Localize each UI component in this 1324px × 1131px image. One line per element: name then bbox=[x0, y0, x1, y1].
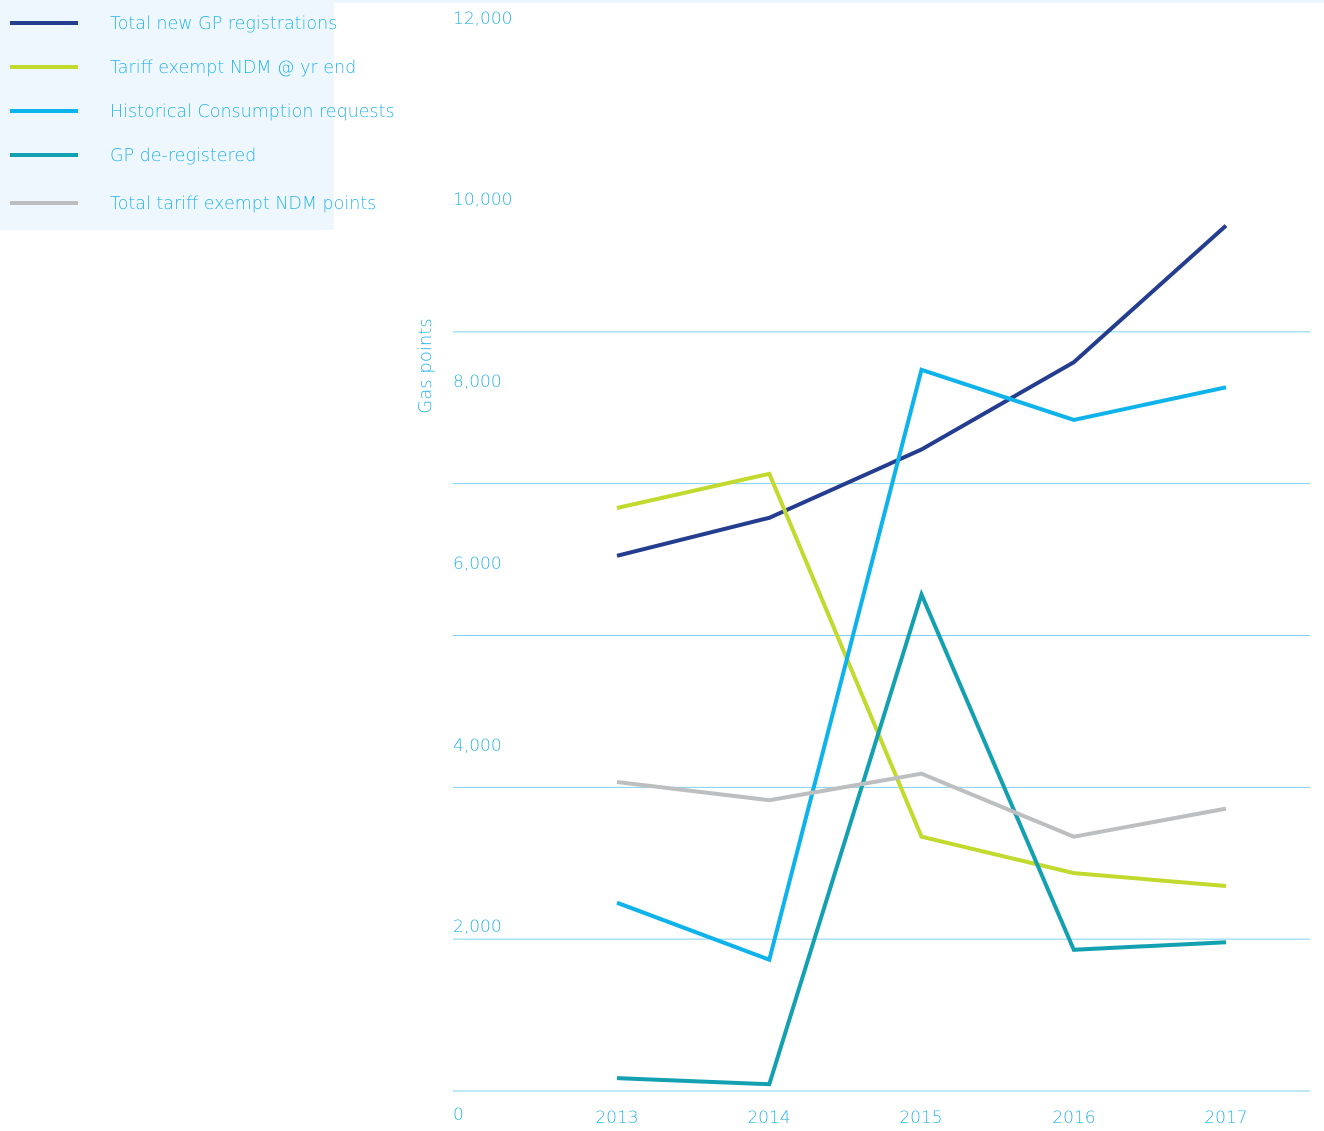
legend-label: GP de-registered bbox=[110, 146, 256, 166]
y-tick-label: 4,000 bbox=[453, 736, 502, 756]
legend: Total new GP registrations Tariff exempt… bbox=[10, 14, 395, 214]
x-tick-label: 2017 bbox=[1204, 1108, 1247, 1128]
legend-label: Tariff exempt NDM @ yr end bbox=[110, 58, 356, 78]
top-band bbox=[0, 0, 1324, 3]
y-tick-label: 2,000 bbox=[453, 917, 502, 937]
legend-item: Total tariff exempt NDM points bbox=[10, 194, 376, 214]
gridlines bbox=[453, 331, 1310, 1092]
y-tick-label: 6,000 bbox=[453, 554, 502, 574]
x-tick-label: 2016 bbox=[1052, 1108, 1095, 1128]
y-tick-label: 8,000 bbox=[453, 372, 502, 392]
legend-label: Historical Consumption requests bbox=[110, 102, 395, 122]
series-lines bbox=[616, 224, 1228, 1087]
series-line-tariff-exempt-ndm-yr-end bbox=[616, 471, 1227, 888]
y-tick-label: 10,000 bbox=[453, 190, 512, 210]
y-tick-label: 12,000 bbox=[453, 9, 512, 29]
series-line-total-tariff-exempt-ndm-points bbox=[616, 771, 1227, 839]
legend-background bbox=[0, 0, 334, 230]
legend-item: Total new GP registrations bbox=[10, 14, 337, 34]
y-axis-title: Gas points bbox=[415, 318, 436, 413]
series-line-historical-consumption-requests bbox=[616, 367, 1227, 963]
legend-label: Total tariff exempt NDM points bbox=[110, 194, 376, 214]
y-axis-ticks: 0 2,000 4,000 6,000 8,000 10,000 12,000 bbox=[453, 9, 512, 1125]
series-line-gp-de-registered bbox=[616, 588, 1227, 1087]
legend-item: Tariff exempt NDM @ yr end bbox=[10, 58, 356, 78]
x-axis-ticks: 2013 2014 2015 2016 2017 bbox=[595, 1108, 1247, 1128]
legend-item: Historical Consumption requests bbox=[10, 102, 395, 122]
x-tick-label: 2014 bbox=[747, 1108, 790, 1128]
legend-item: GP de-registered bbox=[10, 146, 256, 166]
x-tick-label: 2015 bbox=[899, 1108, 942, 1128]
x-tick-label: 2013 bbox=[595, 1108, 638, 1128]
series-line-total-new-gp-registrations bbox=[616, 224, 1228, 558]
y-tick-label: 0 bbox=[453, 1105, 464, 1125]
legend-label: Total new GP registrations bbox=[110, 14, 337, 34]
